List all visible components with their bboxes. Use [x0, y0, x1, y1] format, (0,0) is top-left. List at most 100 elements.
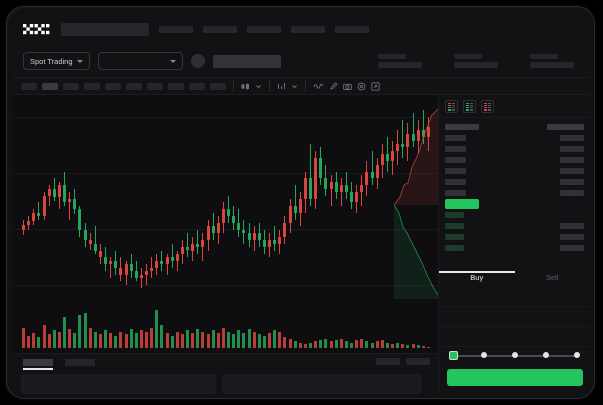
nav-item-2[interactable]: [247, 25, 281, 33]
timeframe-button-3[interactable]: [84, 82, 100, 90]
orders-action-0[interactable]: [376, 358, 400, 365]
volume-bar: [119, 331, 123, 348]
candle-body: [170, 257, 174, 261]
order-field-1[interactable]: [439, 307, 590, 327]
candle-wick: [146, 264, 148, 285]
wave-line-icon[interactable]: [313, 82, 324, 90]
stat-label: [530, 54, 558, 59]
timeframe-button-7[interactable]: [168, 82, 184, 90]
orderbook-bid-row[interactable]: [445, 242, 584, 253]
order-book-view-modes: [439, 95, 590, 118]
candle-body: [401, 144, 405, 148]
timeframe-button-0[interactable]: [21, 82, 37, 90]
orderbook-amount: [560, 145, 584, 152]
slider-handle[interactable]: [449, 351, 458, 360]
fullscreen-icon[interactable]: [371, 81, 380, 91]
nav-item-1[interactable]: [203, 25, 237, 33]
timeframe-button-2[interactable]: [63, 82, 79, 90]
candle-body: [42, 195, 46, 217]
candle-body: [324, 178, 328, 189]
search-input[interactable]: [61, 22, 149, 36]
candle-body: [416, 130, 420, 141]
tab-order-history[interactable]: [65, 359, 95, 366]
orderbook-amount: [560, 167, 584, 174]
orderbook-price: [445, 211, 464, 218]
orderbook-ask-row[interactable]: [445, 176, 584, 187]
tab-sell[interactable]: Sell: [545, 273, 559, 282]
orderbook-ask-row[interactable]: [445, 154, 584, 165]
order-field-2[interactable]: [439, 327, 590, 347]
orders-action-1[interactable]: [406, 358, 430, 365]
tab-buy[interactable]: Buy: [439, 271, 515, 287]
candle-wick: [69, 192, 71, 220]
volume-bar: [344, 341, 348, 348]
pair-name-label: [212, 54, 281, 68]
orderbook-mode-both-icon[interactable]: [445, 100, 458, 113]
candle-body: [216, 223, 220, 234]
orderbook-mode-asks-icon[interactable]: [481, 100, 494, 113]
candle-wick: [402, 120, 404, 158]
volume-bar: [350, 342, 354, 348]
volume-bar: [170, 335, 174, 348]
tab-open-orders[interactable]: [23, 359, 53, 366]
volume-bar: [104, 330, 108, 348]
timeframe-button-8[interactable]: [189, 82, 205, 90]
volume-bar: [32, 333, 36, 348]
orderbook-ask-row[interactable]: [445, 165, 584, 176]
orderbook-ask-row[interactable]: [445, 132, 584, 143]
candle-body: [129, 264, 133, 272]
timeframe-button-6[interactable]: [147, 82, 163, 90]
volume-bar: [375, 341, 379, 348]
candlestick-type-icon[interactable]: [241, 82, 250, 91]
orderbook-column-headers[interactable]: [445, 121, 584, 132]
toolbar-divider: [233, 81, 234, 91]
toolbar-divider: [269, 81, 270, 91]
candle-body: [242, 229, 246, 234]
candle-body: [32, 212, 36, 222]
timeframe-button-9[interactable]: [210, 82, 226, 90]
orderbook-mode-bids-icon[interactable]: [463, 100, 476, 113]
percent-slider[interactable]: [449, 351, 581, 361]
timeframe-button-5[interactable]: [126, 82, 142, 90]
slider-stop-50[interactable]: [512, 352, 518, 358]
volume-bar: [124, 334, 128, 348]
price-chart[interactable]: [13, 95, 438, 353]
volume-bar: [186, 330, 190, 348]
target-icon[interactable]: [357, 82, 366, 91]
slider-stop-25[interactable]: [481, 352, 487, 358]
okx-logo-icon[interactable]: [23, 23, 51, 35]
nav-item-4[interactable]: [335, 25, 369, 33]
submit-order-button[interactable]: [447, 369, 583, 386]
avatar[interactable]: [190, 54, 205, 68]
pencil-icon[interactable]: [329, 81, 338, 91]
order-book-rows[interactable]: [439, 118, 590, 253]
orderbook-ask-row[interactable]: [445, 143, 584, 154]
timeframe-button-4[interactable]: [105, 82, 121, 90]
nav-item-0[interactable]: [159, 25, 193, 33]
chevron-down-icon[interactable]: [255, 83, 262, 90]
nav-item-3[interactable]: [291, 25, 325, 33]
candle-body: [252, 233, 256, 241]
camera-icon[interactable]: [343, 82, 352, 91]
orderbook-bid-row[interactable]: [445, 231, 584, 242]
slider-stop-100[interactable]: [574, 352, 580, 358]
order-field-0[interactable]: [439, 287, 590, 307]
timeframe-button-1[interactable]: [42, 82, 58, 90]
volume-bar: [175, 331, 179, 348]
orderbook-bid-row[interactable]: [445, 209, 584, 220]
indicators-icon[interactable]: [277, 82, 286, 91]
candle-wick: [197, 229, 199, 254]
mode-selector-dropdown[interactable]: Spot Trading: [23, 52, 90, 70]
orderbook-spread-row[interactable]: [445, 198, 584, 209]
depth-overlay: [394, 109, 438, 299]
orderbook-bid-row[interactable]: [445, 220, 584, 231]
candle-body: [278, 236, 282, 244]
candle-body: [319, 157, 323, 179]
orderbook-ask-row[interactable]: [445, 187, 584, 198]
orders-actions: [376, 358, 430, 365]
pair-selector-dropdown[interactable]: [97, 52, 183, 70]
slider-stop-75[interactable]: [543, 352, 549, 358]
chevron-down-icon[interactable]: [291, 83, 298, 90]
orders-content-panel-left: [21, 374, 216, 394]
volume-bar: [385, 342, 389, 348]
